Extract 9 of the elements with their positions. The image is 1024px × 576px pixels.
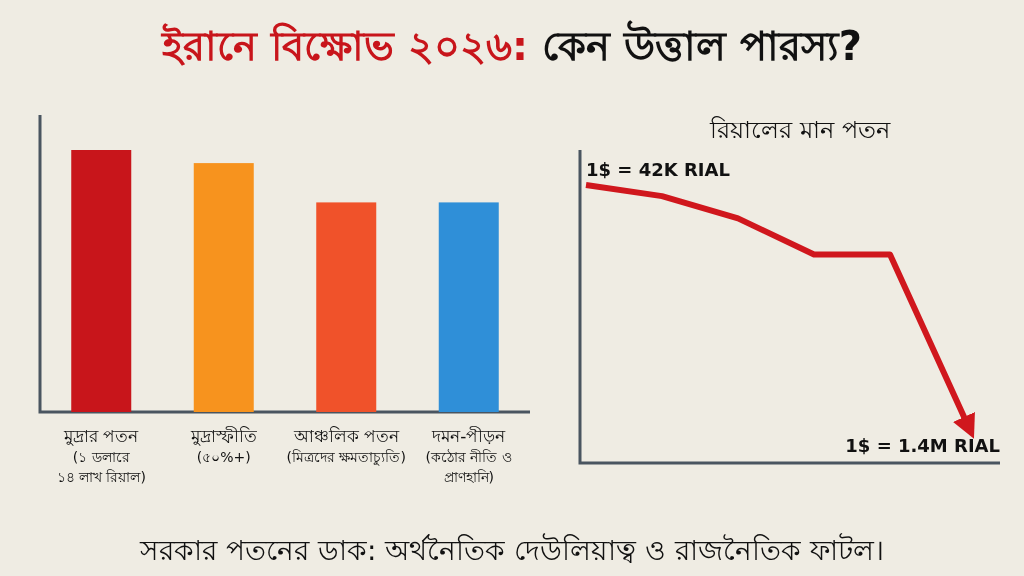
x-tick-label: মুদ্রার পতন (১ ডলারে ১৪ লাখ রিয়াল) (56, 426, 146, 485)
x-tick-label: আঞ্চলিক পতন (মিত্রদের ক্ষমতাচ্যুতি) (286, 426, 406, 466)
text: সরকার পতনের ডাক: অর্থনৈতিক দেউলিয়াত্ব ও রাজনৈতিক ফাটল। (139, 533, 884, 567)
annotation: 1$ = 1.4M RIAL (845, 435, 1000, 456)
chart-title: রিয়ালের মান পতন (709, 116, 891, 144)
text: 1$ = 42K RIAL (586, 159, 730, 180)
x-tick-label: দমন-পীড়ন (কঠোর নীতি ও প্রাণহানি) (425, 426, 512, 485)
x-tick-label: মুদ্রাস্ফীতি (৫০%+) (189, 426, 257, 465)
chart-title: ইরানে বিক্ষোভ ২০২৬: কেন উত্তাল পারস্য? (160, 20, 862, 69)
